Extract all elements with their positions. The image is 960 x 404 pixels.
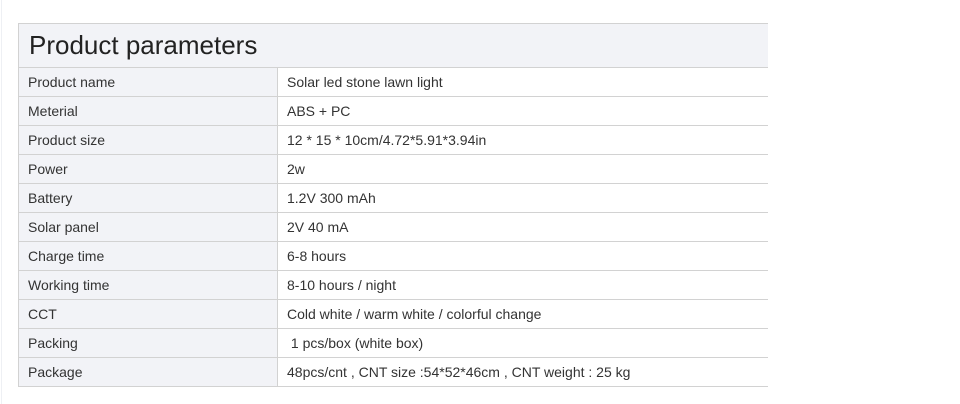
param-label: Product size [18, 125, 278, 155]
param-label: Meterial [18, 96, 278, 126]
param-value: 8-10 hours / night [277, 270, 768, 300]
table-row: Working time 8-10 hours / night [18, 270, 768, 300]
param-label: CCT [18, 299, 278, 329]
param-label: Packing [18, 328, 278, 358]
param-label: Battery [18, 183, 278, 213]
param-value: 12 * 15 * 10cm/4.72*5.91*3.94in [277, 125, 768, 155]
param-label: Product name [18, 67, 278, 97]
param-label: Package [18, 357, 278, 387]
table-row: Solar panel 2V 40 mA [18, 212, 768, 242]
table-row: Meterial ABS + PC [18, 96, 768, 126]
table-row: Power 2w [18, 154, 768, 184]
table-row: Product name Solar led stone lawn light [18, 67, 768, 97]
param-value: 2w [277, 154, 768, 184]
param-label: Working time [18, 270, 278, 300]
param-value: 48pcs/cnt , CNT size :54*52*46cm , CNT w… [277, 357, 768, 387]
param-value: Solar led stone lawn light [277, 67, 768, 97]
table-row: Packing 1 pcs/box (white box) [18, 328, 768, 358]
param-value: 1 pcs/box (white box) [277, 328, 768, 358]
param-label: Solar panel [18, 212, 278, 242]
param-value: 6-8 hours [277, 241, 768, 271]
table-row: CCT Cold white / warm white / colorful ch… [18, 299, 768, 329]
param-value: 1.2V 300 mAh [277, 183, 768, 213]
param-value: ABS + PC [277, 96, 768, 126]
table-row: Package 48pcs/cnt , CNT size :54*52*46cm … [18, 357, 768, 387]
table-row: Charge time 6-8 hours [18, 241, 768, 271]
table-row: Product size 12 * 15 * 10cm/4.72*5.91*3.9… [18, 125, 768, 155]
param-value: 2V 40 mA [277, 212, 768, 242]
param-label: Power [18, 154, 278, 184]
param-label: Charge time [18, 241, 278, 271]
page-edge [1, 0, 2, 404]
table-row: Battery 1.2V 300 mAh [18, 183, 768, 213]
product-parameters-table: Product parameters Product name Solar led… [18, 23, 768, 387]
param-value: Cold white / warm white / colorful chang… [277, 299, 768, 329]
table-title: Product parameters [18, 23, 768, 68]
